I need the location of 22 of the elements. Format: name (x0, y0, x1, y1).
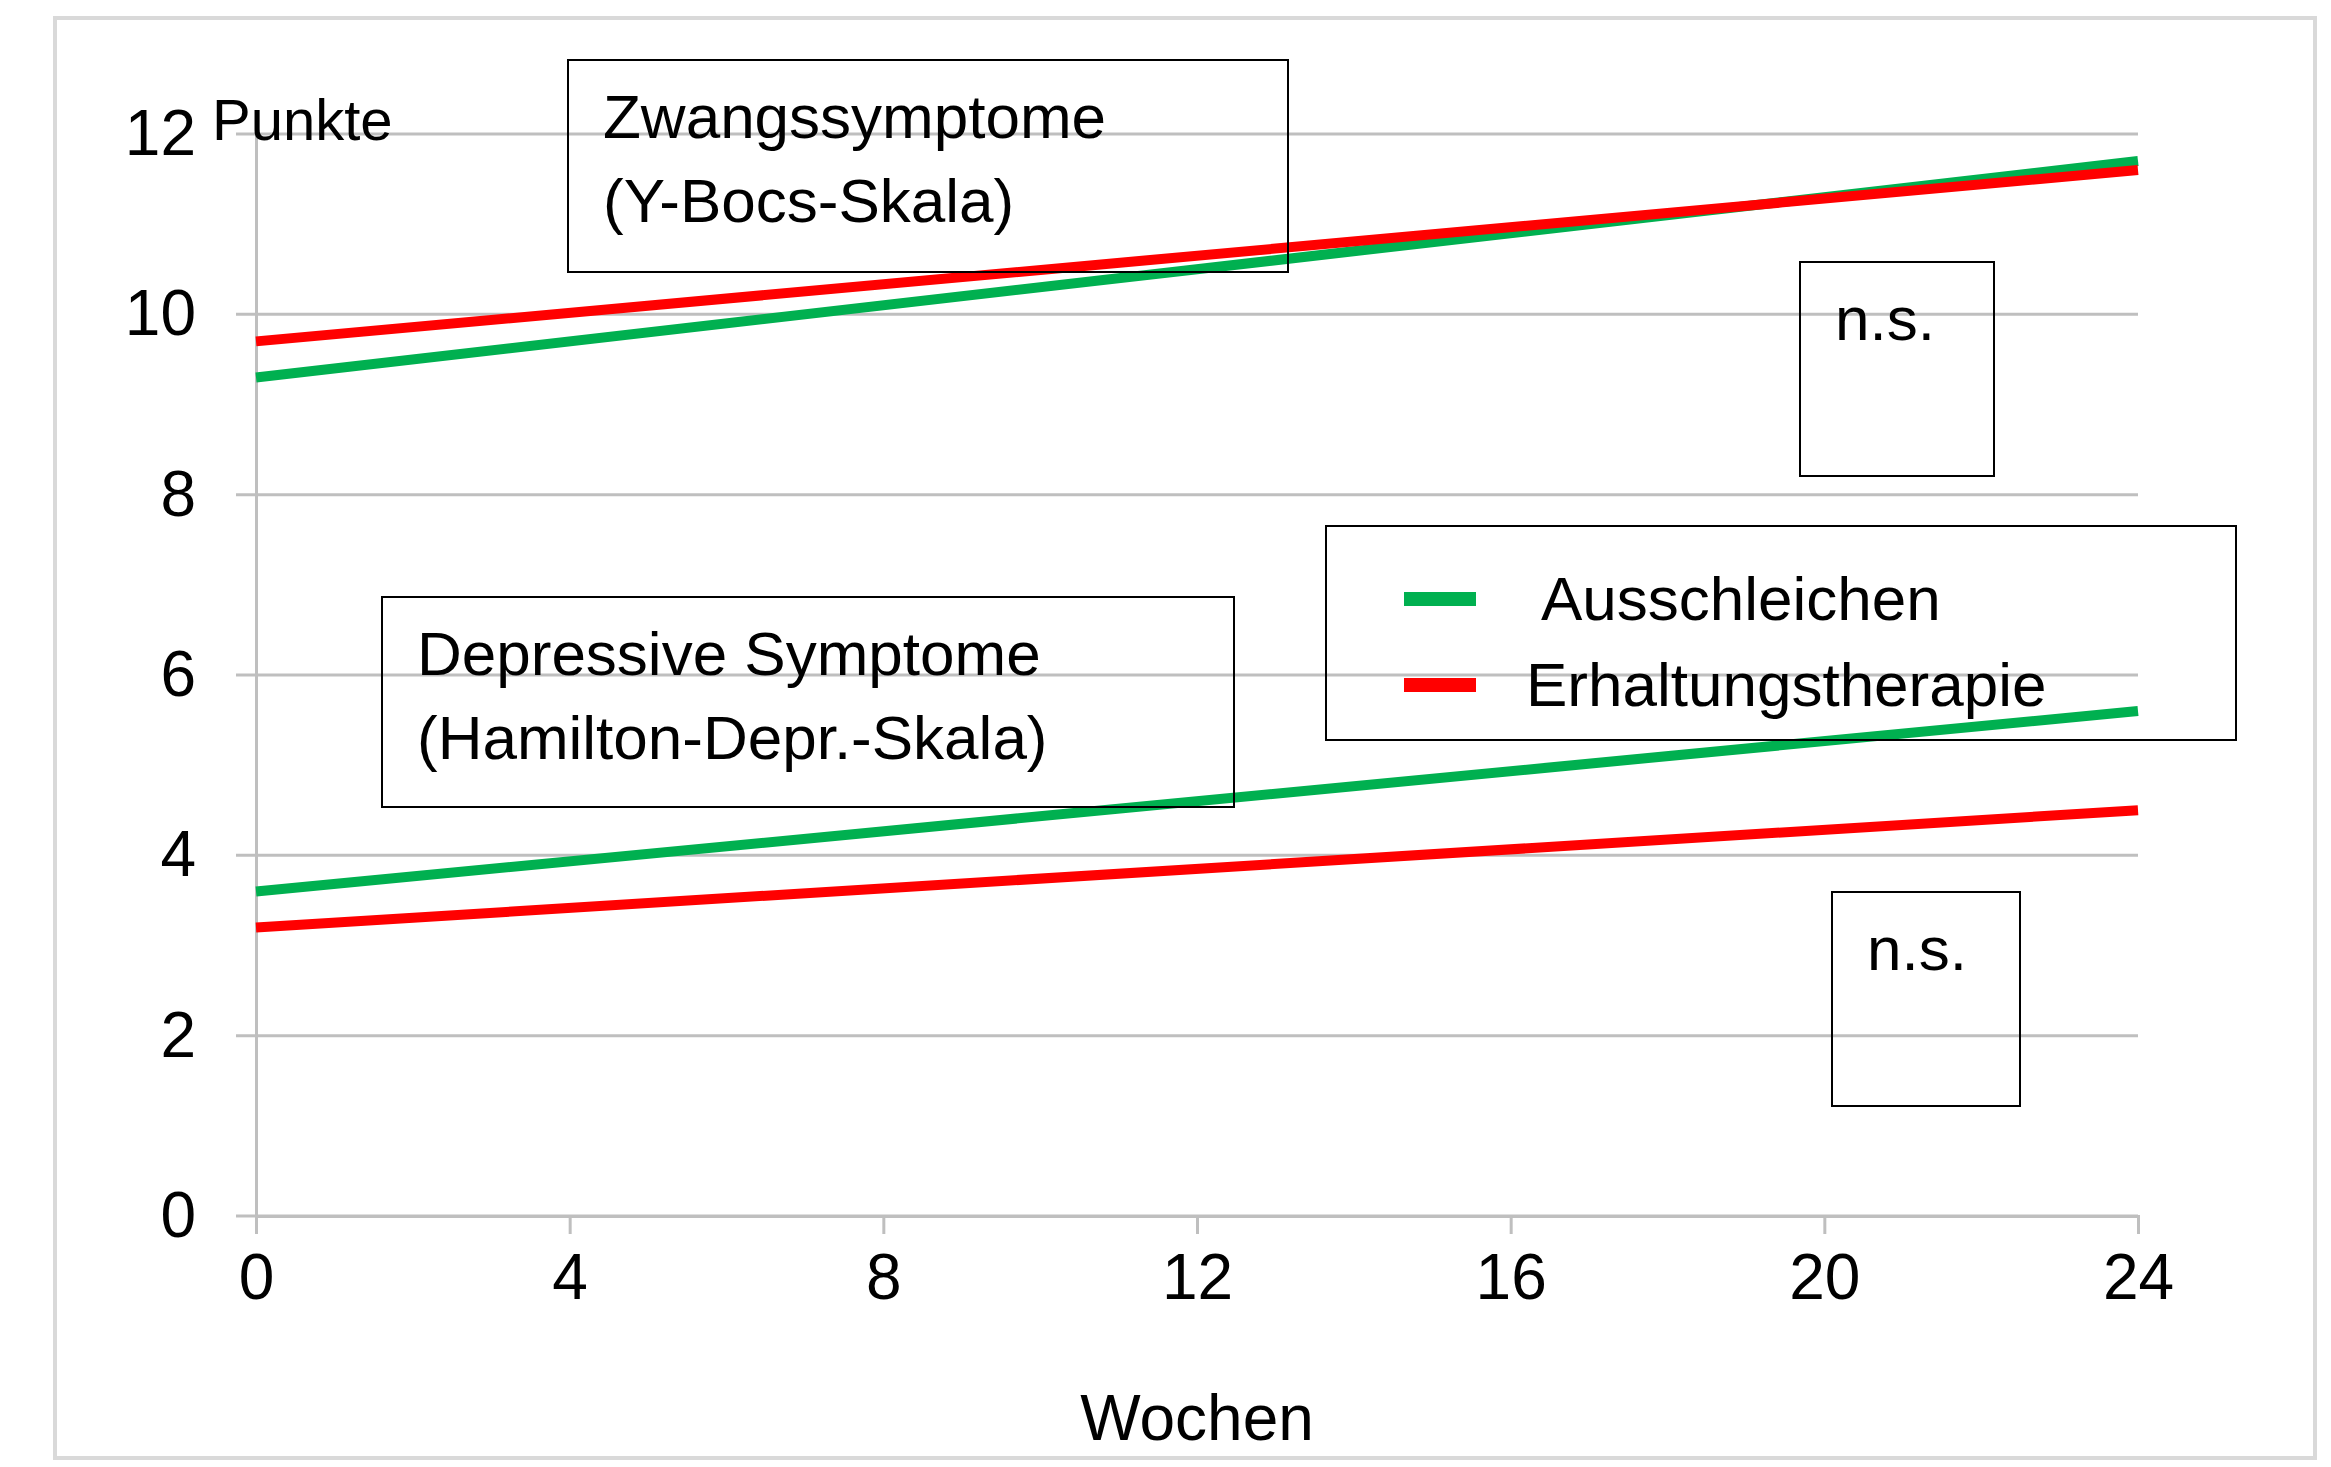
annotation: n.s. (1867, 914, 1967, 983)
x-axis-title: Wochen (1080, 1382, 1314, 1454)
x-tick-label: 20 (1789, 1241, 1861, 1314)
x-tick-label: 0 (238, 1241, 275, 1314)
y-tick-label: 8 (160, 457, 196, 530)
y-tick-label: 12 (124, 96, 196, 169)
x-tick-label: 8 (866, 1241, 902, 1314)
annotation: n.s. (1835, 284, 1935, 353)
y-axis-title: Punkte (212, 87, 393, 152)
legend-label: Ausschleichen (1541, 564, 1941, 633)
x-tick-label: 24 (2102, 1241, 2175, 1314)
annotation: Zwangssymptome (Y-Bocs-Skala) (603, 82, 1107, 235)
y-tick-label: 0 (160, 1178, 196, 1251)
annotation: Depressive Symptome (Hamilton-Depr.-Skala) (417, 619, 1048, 772)
x-tick-label: 12 (1161, 1241, 1234, 1314)
y-tick-label: 10 (124, 277, 196, 350)
legend-label: Erhaltungstherapie (1526, 650, 2047, 719)
y-tick-label: 6 (160, 637, 196, 710)
y-tick-label: 4 (160, 818, 196, 891)
y-tick-label: 2 (160, 998, 196, 1071)
x-tick-label: 16 (1475, 1241, 1547, 1314)
x-tick-label: 4 (552, 1241, 588, 1314)
